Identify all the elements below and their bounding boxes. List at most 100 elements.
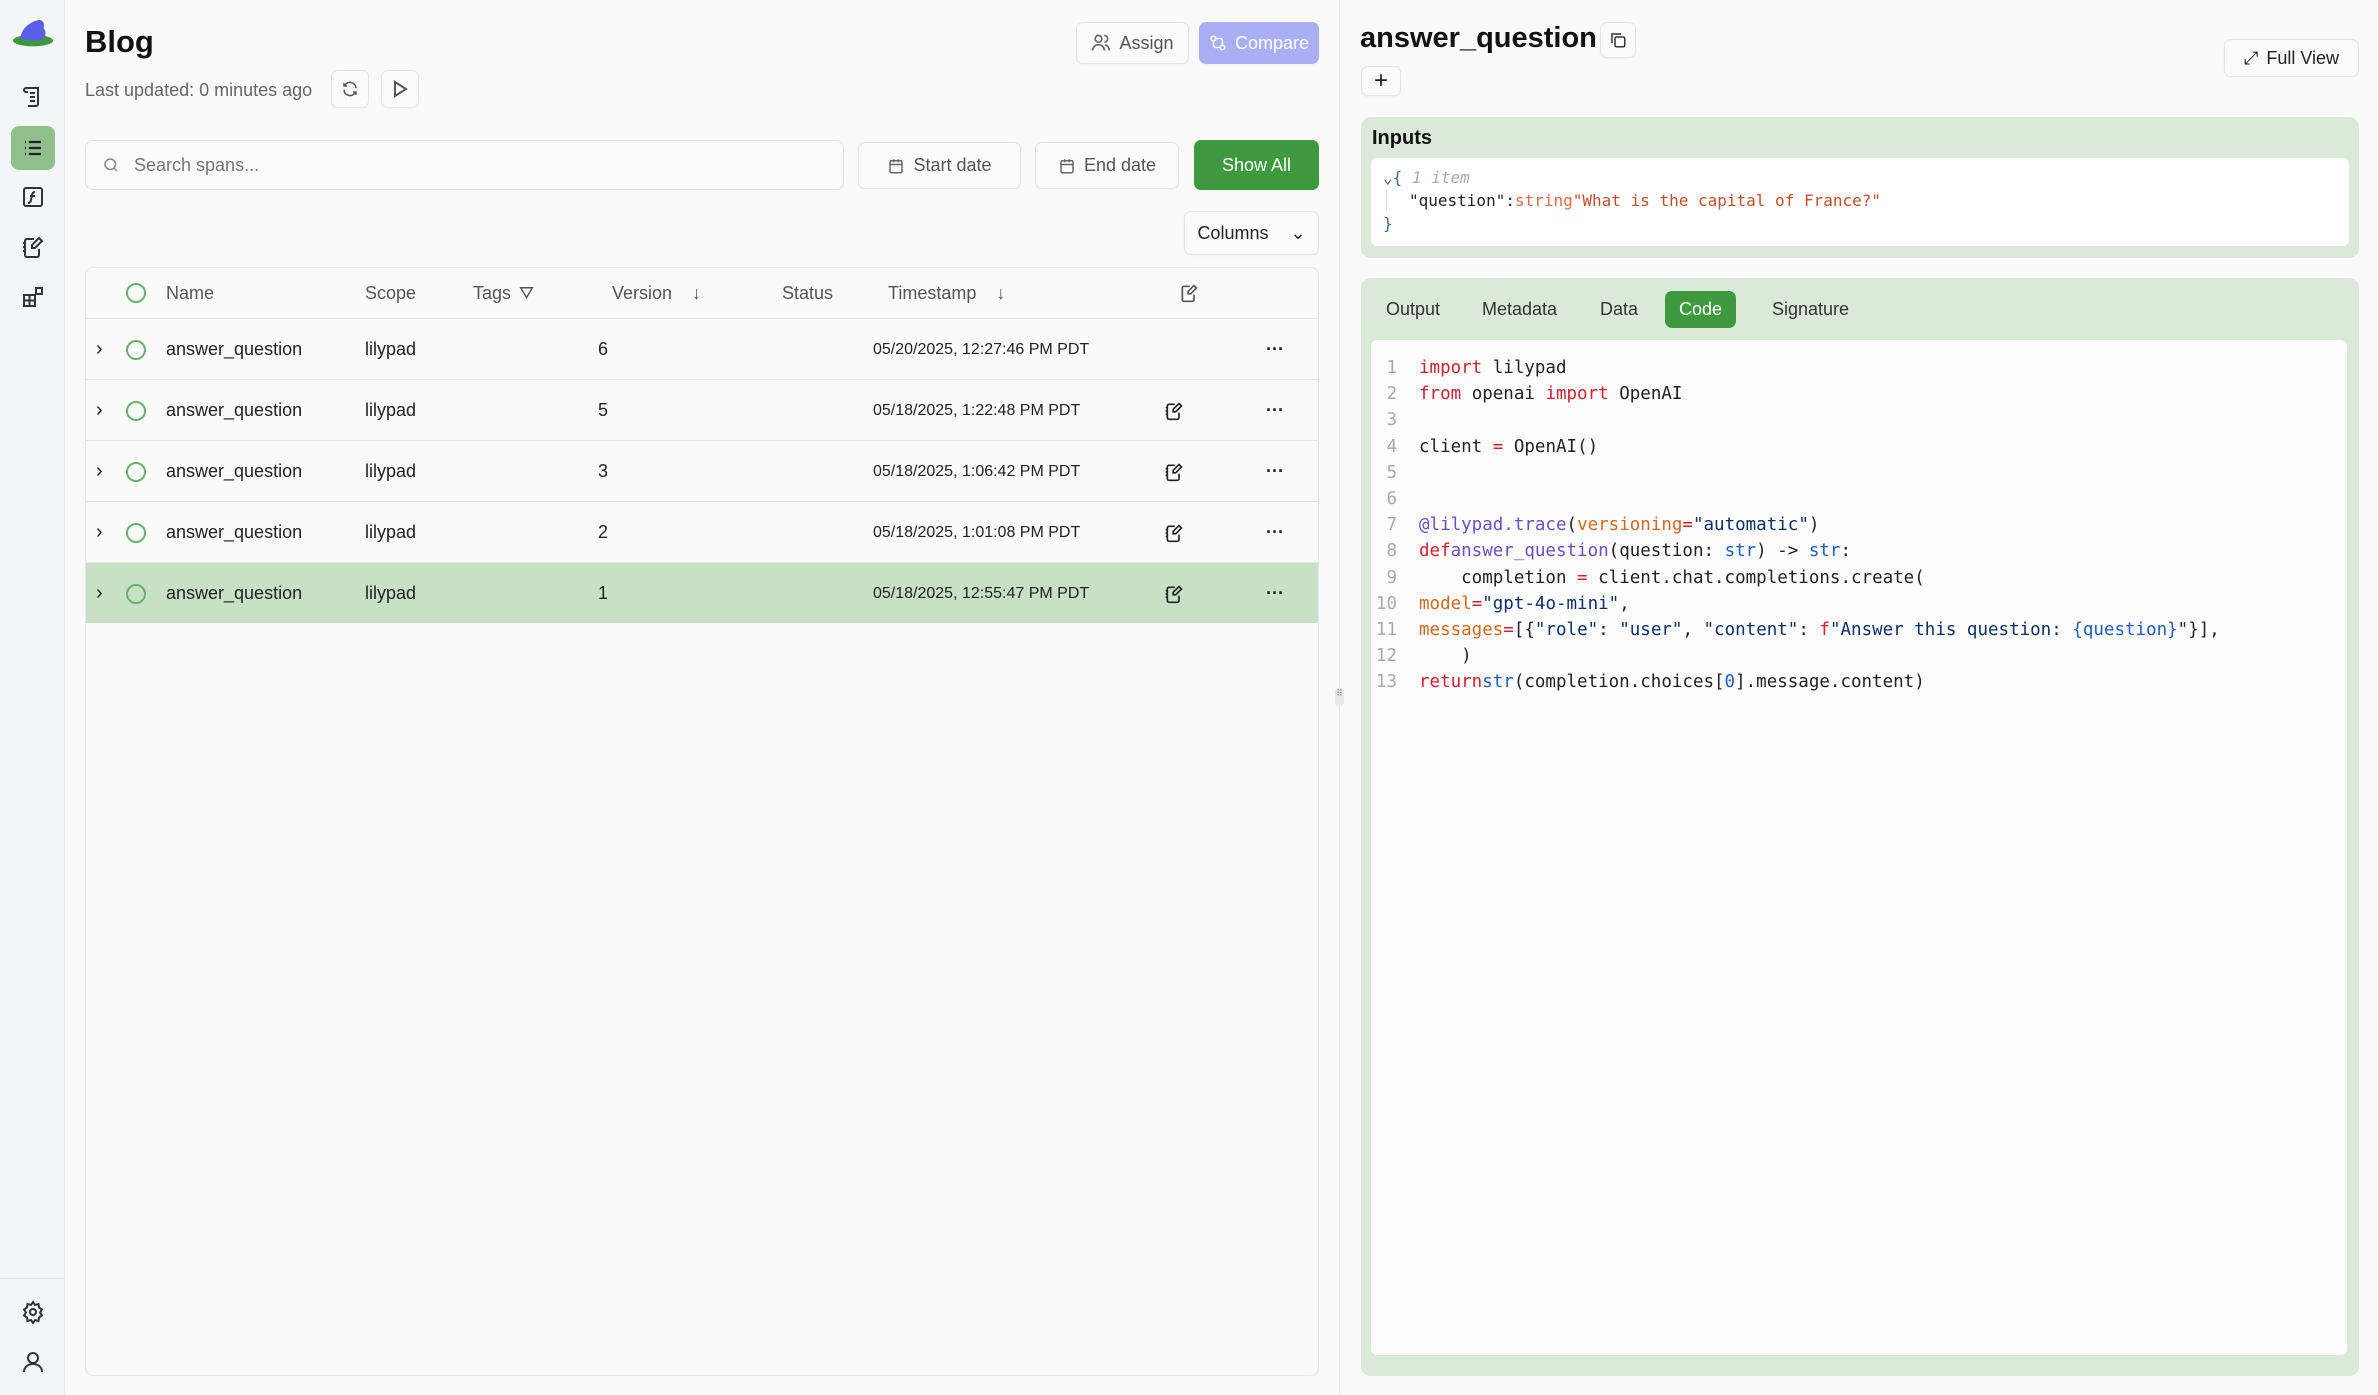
row-scope: lilypad — [365, 400, 417, 420]
play-icon — [394, 80, 408, 98]
tab-output[interactable]: Output — [1386, 299, 1441, 319]
columns-dropdown[interactable]: Columns ⌄ — [1184, 211, 1319, 255]
select-all-checkbox[interactable] — [126, 268, 146, 318]
calendar-icon — [1060, 158, 1074, 173]
col-version[interactable]: Version ↓ — [612, 282, 702, 303]
collapse-chevron-icon[interactable]: ⌄ — [1383, 168, 1393, 187]
tab-metadata[interactable]: Metadata — [1482, 299, 1558, 319]
calendar-icon — [889, 158, 904, 173]
row-timestamp: 05/18/2025, 1:01:08 PM PDT — [873, 523, 1081, 541]
col-tags[interactable]: Tags ⛛ — [473, 282, 535, 303]
gear-icon[interactable] — [11, 1290, 55, 1334]
refresh-icon — [343, 81, 357, 97]
detail-tabs-card: Output Metadata Data Code Signature 1 imp… — [1361, 278, 2359, 1376]
inputs-label: Inputs — [1372, 127, 1432, 149]
refresh-button[interactable] — [331, 70, 369, 108]
annotate-icon[interactable] — [1164, 441, 1184, 502]
row-scope: lilypad — [365, 583, 417, 603]
notebook-pen-icon[interactable] — [11, 225, 55, 269]
col-timestamp[interactable]: Timestamp ↓ — [888, 282, 1006, 303]
search-input[interactable] — [134, 154, 814, 176]
page-title: Blog — [85, 24, 154, 59]
annotation-header-icon — [1179, 268, 1199, 318]
table-row[interactable]: › answer_question lilypad 6 05/20/2025, … — [86, 318, 1318, 379]
compare-button[interactable]: Compare — [1199, 22, 1319, 64]
function-icon[interactable] — [11, 175, 55, 219]
git-compare-icon — [1210, 35, 1226, 51]
row-version: 3 — [598, 461, 609, 481]
row-checkbox[interactable] — [126, 563, 146, 624]
full-view-button[interactable]: ⤢ Full View — [2224, 39, 2359, 77]
row-name: answer_question — [166, 522, 303, 542]
more-options-icon[interactable]: ··· — [1266, 583, 1284, 603]
annotate-icon[interactable] — [1164, 502, 1184, 563]
search-icon — [104, 158, 118, 172]
show-all-button[interactable]: Show All — [1194, 140, 1319, 190]
last-updated: Last updated: 0 minutes ago — [85, 80, 313, 100]
row-scope: lilypad — [365, 461, 417, 481]
inputs-card: Inputs ⌄{ 1 item "question":string"What … — [1361, 117, 2359, 258]
json-viewer: ⌄{ 1 item "question":string"What is the … — [1371, 158, 2349, 246]
sidebar-divider — [0, 1278, 65, 1279]
table-row[interactable]: › answer_question lilypad 3 05/18/2025, … — [86, 440, 1318, 501]
annotate-icon[interactable] — [1164, 380, 1184, 441]
more-options-icon[interactable]: ··· — [1266, 461, 1284, 481]
end-date-button[interactable]: End date — [1035, 142, 1179, 189]
users-icon — [1092, 34, 1111, 51]
expand-chevron-icon[interactable]: › — [96, 460, 103, 482]
sort-down-icon[interactable]: ↓ — [996, 282, 1006, 303]
expand-chevron-icon[interactable]: › — [96, 338, 103, 360]
play-button[interactable] — [381, 70, 419, 108]
tab-code[interactable]: Code — [1665, 291, 1737, 328]
row-checkbox[interactable] — [126, 502, 146, 563]
row-timestamp: 05/18/2025, 1:22:48 PM PDT — [873, 401, 1081, 419]
expand-chevron-icon[interactable]: › — [96, 582, 103, 604]
tab-data[interactable]: Data — [1600, 299, 1639, 319]
add-button[interactable]: + — [1361, 66, 1401, 96]
table-row[interactable]: › answer_question lilypad 2 05/18/2025, … — [86, 501, 1318, 562]
expand-chevron-icon[interactable]: › — [96, 521, 103, 543]
chevron-down-icon: ⌄ — [1290, 222, 1306, 243]
filter-icon[interactable]: ⛛ — [519, 282, 535, 303]
user-icon[interactable] — [11, 1340, 55, 1384]
row-checkbox[interactable] — [126, 441, 146, 502]
more-options-icon[interactable]: ··· — [1266, 522, 1284, 542]
panel-resize-handle[interactable]: ⠿ — [1335, 0, 1344, 1395]
search-spans[interactable] — [85, 140, 844, 190]
col-name[interactable]: Name — [166, 282, 215, 303]
expand-icon: ⤢ — [2243, 47, 2259, 68]
table-row[interactable]: › answer_question lilypad 1 05/18/2025, … — [86, 562, 1318, 623]
copy-button[interactable] — [1600, 22, 1636, 58]
sort-down-icon[interactable]: ↓ — [692, 282, 702, 303]
more-options-icon[interactable]: ··· — [1266, 339, 1284, 359]
blocks-icon[interactable] — [11, 275, 55, 319]
row-scope: lilypad — [365, 522, 417, 542]
logo-frog-icon[interactable] — [11, 10, 55, 54]
annotate-icon[interactable] — [1164, 563, 1184, 624]
row-scope: lilypad — [365, 339, 417, 359]
col-status[interactable]: Status — [782, 282, 834, 303]
expand-chevron-icon[interactable]: › — [96, 399, 103, 421]
copy-icon — [1611, 33, 1626, 48]
row-version: 1 — [598, 583, 609, 603]
scroll-icon[interactable] — [11, 75, 55, 119]
assign-button[interactable]: Assign — [1076, 22, 1189, 64]
more-options-icon[interactable]: ··· — [1266, 400, 1284, 420]
start-date-button[interactable]: Start date — [858, 142, 1021, 189]
list-icon[interactable] — [11, 126, 55, 170]
sidebar — [0, 0, 65, 1395]
row-checkbox[interactable] — [126, 380, 146, 441]
row-timestamp: 05/20/2025, 12:27:46 PM PDT — [873, 340, 1090, 358]
table-row[interactable]: › answer_question lilypad 5 05/18/2025, … — [86, 379, 1318, 440]
row-name: answer_question — [166, 583, 303, 603]
row-version: 6 — [598, 339, 609, 359]
row-version: 5 — [598, 400, 609, 420]
row-name: answer_question — [166, 339, 303, 359]
detail-title: answer_question — [1360, 22, 1597, 54]
tab-signature[interactable]: Signature — [1772, 299, 1850, 319]
plus-icon: + — [1373, 67, 1388, 94]
row-checkbox[interactable] — [126, 319, 146, 380]
row-version: 2 — [598, 522, 609, 542]
spans-table: Name Scope Tags ⛛ Version ↓ Status Timesta… — [85, 267, 1319, 1376]
col-scope[interactable]: Scope — [365, 282, 417, 303]
